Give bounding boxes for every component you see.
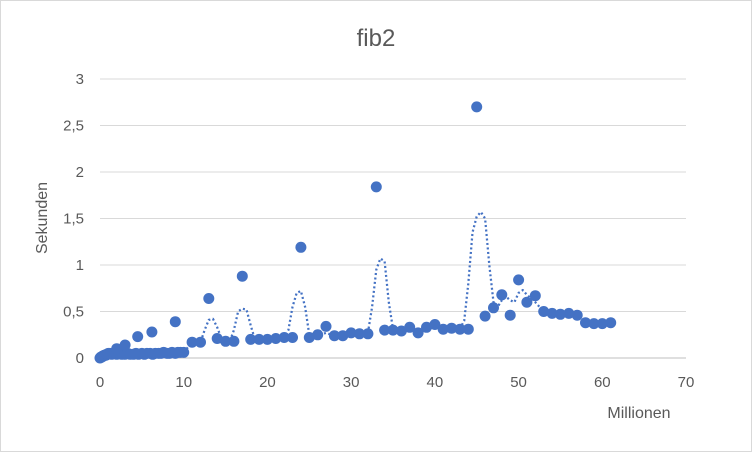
data-point (588, 318, 600, 330)
data-point (496, 289, 508, 301)
data-point (337, 330, 349, 342)
data-point (253, 333, 265, 345)
data-point (261, 333, 273, 345)
data-point (504, 309, 516, 321)
data-point (270, 333, 282, 344)
data-point (119, 339, 131, 351)
x-tick-label: 30 (343, 374, 360, 391)
data-point (303, 332, 315, 343)
data-point (236, 270, 248, 282)
x-axis-ticks: 0 10 20 30 40 50 60 70 (96, 374, 695, 391)
y-tick-label: 0 (76, 350, 84, 367)
data-point (488, 302, 499, 314)
data-point (287, 332, 298, 343)
data-point (195, 336, 206, 348)
data-point (446, 322, 458, 334)
data-point (362, 328, 374, 340)
data-point (186, 336, 198, 348)
data-point (203, 293, 215, 304)
data-point (278, 332, 290, 343)
y-tick-label: 1 (76, 257, 84, 274)
data-point (521, 296, 533, 308)
data-point (146, 326, 158, 338)
data-point (379, 324, 391, 336)
data-point (563, 307, 575, 319)
data-point (354, 328, 365, 340)
y-tick-label: 0,5 (63, 304, 84, 321)
data-point (111, 343, 123, 355)
y-tick-label: 2 (76, 164, 84, 181)
data-point (320, 320, 332, 332)
y-tick-label: 2,5 (63, 118, 84, 135)
data-point (596, 318, 608, 330)
data-point (169, 316, 181, 328)
x-tick-label: 50 (510, 374, 527, 391)
data-point (328, 330, 340, 342)
y-tick-label: 1,5 (63, 211, 84, 228)
chart-title: fib2 (357, 25, 396, 52)
data-point (370, 181, 382, 193)
x-tick-label: 60 (594, 374, 611, 391)
data-point (387, 324, 399, 336)
data-point (571, 309, 583, 321)
data-point (211, 333, 223, 344)
data-point (228, 335, 240, 347)
data-point (312, 329, 324, 341)
y-axis-ticks: 0 0,5 1 1,5 2 2,5 3 (63, 71, 84, 367)
data-point (546, 307, 558, 319)
data-point (471, 101, 483, 113)
data-point (220, 335, 232, 347)
data-point (538, 306, 550, 317)
x-tick-label: 10 (175, 374, 192, 391)
data-point (437, 323, 449, 335)
data-point (295, 241, 307, 253)
data-point (395, 325, 407, 337)
data-point (513, 274, 525, 286)
data-point (529, 290, 541, 302)
x-tick-label: 70 (678, 374, 695, 391)
data-point (421, 321, 432, 333)
x-tick-label: 20 (259, 374, 276, 391)
data-point (345, 327, 357, 339)
data-point (404, 321, 416, 333)
data-point (245, 333, 257, 345)
y-tick-label: 3 (76, 71, 84, 88)
data-point (479, 310, 491, 322)
data-point (580, 317, 591, 329)
data-point (132, 331, 144, 343)
data-point (412, 327, 424, 339)
data-point (429, 319, 441, 330)
data-points (94, 101, 617, 364)
data-point (178, 346, 190, 358)
y-axis-label: Sekunden (34, 182, 51, 254)
x-axis-label: Millionen (607, 405, 670, 422)
x-tick-label: 0 (96, 374, 104, 391)
data-point (554, 308, 566, 320)
gridlines (100, 78, 686, 359)
data-point (605, 317, 617, 329)
data-point (454, 323, 466, 335)
data-point (462, 323, 474, 335)
x-tick-label: 40 (427, 374, 444, 391)
